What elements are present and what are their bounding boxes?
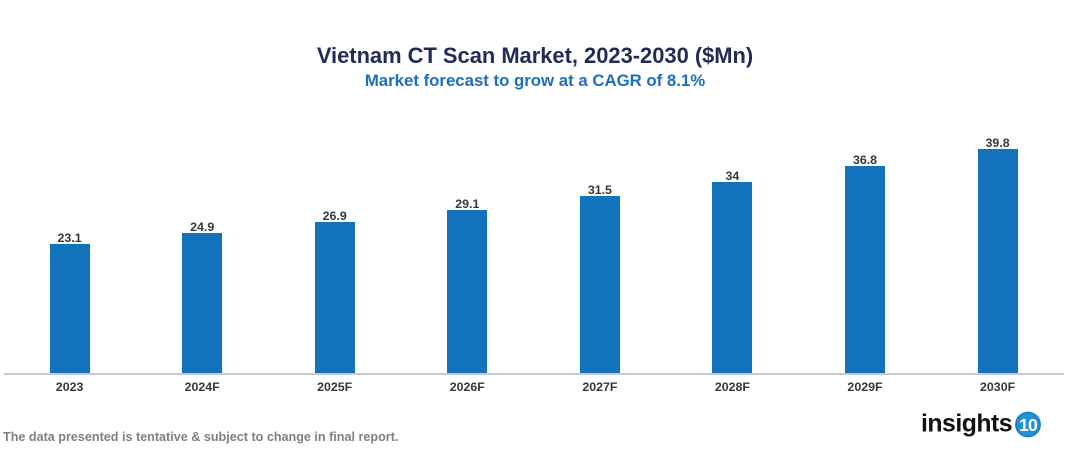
svg-text:insights: insights: [921, 411, 1012, 438]
svg-text:10: 10: [1019, 415, 1038, 435]
